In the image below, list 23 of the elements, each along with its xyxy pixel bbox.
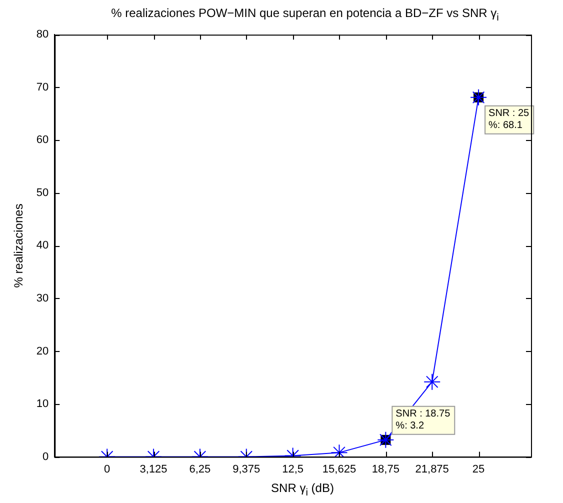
x-tick-label: 6,25 <box>189 463 211 476</box>
annotation: SNR : 25 %: 68.1 <box>488 108 530 132</box>
y-tick-label: 70 <box>36 81 49 94</box>
y-tick-label: 80 <box>36 28 49 41</box>
x-tick-label: 25 <box>472 463 485 476</box>
x-tick-label: 15,625 <box>322 463 356 476</box>
y-tick-label: 40 <box>36 240 49 252</box>
x-tick-label: 12,5 <box>282 463 304 476</box>
y-tick-label: 0 <box>42 450 49 463</box>
annotation: SNR : 18.75 %: 3.2 <box>396 408 451 432</box>
x-tick-label: 21,875 <box>415 463 449 476</box>
y-tick-label: 20 <box>36 345 49 358</box>
y-tick-label: 30 <box>36 292 49 305</box>
x-tick-label: 3,125 <box>140 463 168 476</box>
x-axis-title: SNR γ$_{i}$ (dB) <box>270 481 335 498</box>
y-tick-label: 60 <box>36 134 49 146</box>
chart-title: % realizaciones POW−MIN que superan en potencia a BD−ZF vs SNR γ$_{i}$ <box>110 6 500 24</box>
x-tick-label: 9,375 <box>232 463 260 476</box>
y-tick-label: 50 <box>36 186 49 199</box>
x-tick-label: 18,75 <box>372 463 400 476</box>
y-axis-title: % realizaciones <box>12 204 26 288</box>
y-tick-label: 10 <box>36 398 49 410</box>
x-tick-label: 0 <box>104 463 110 476</box>
